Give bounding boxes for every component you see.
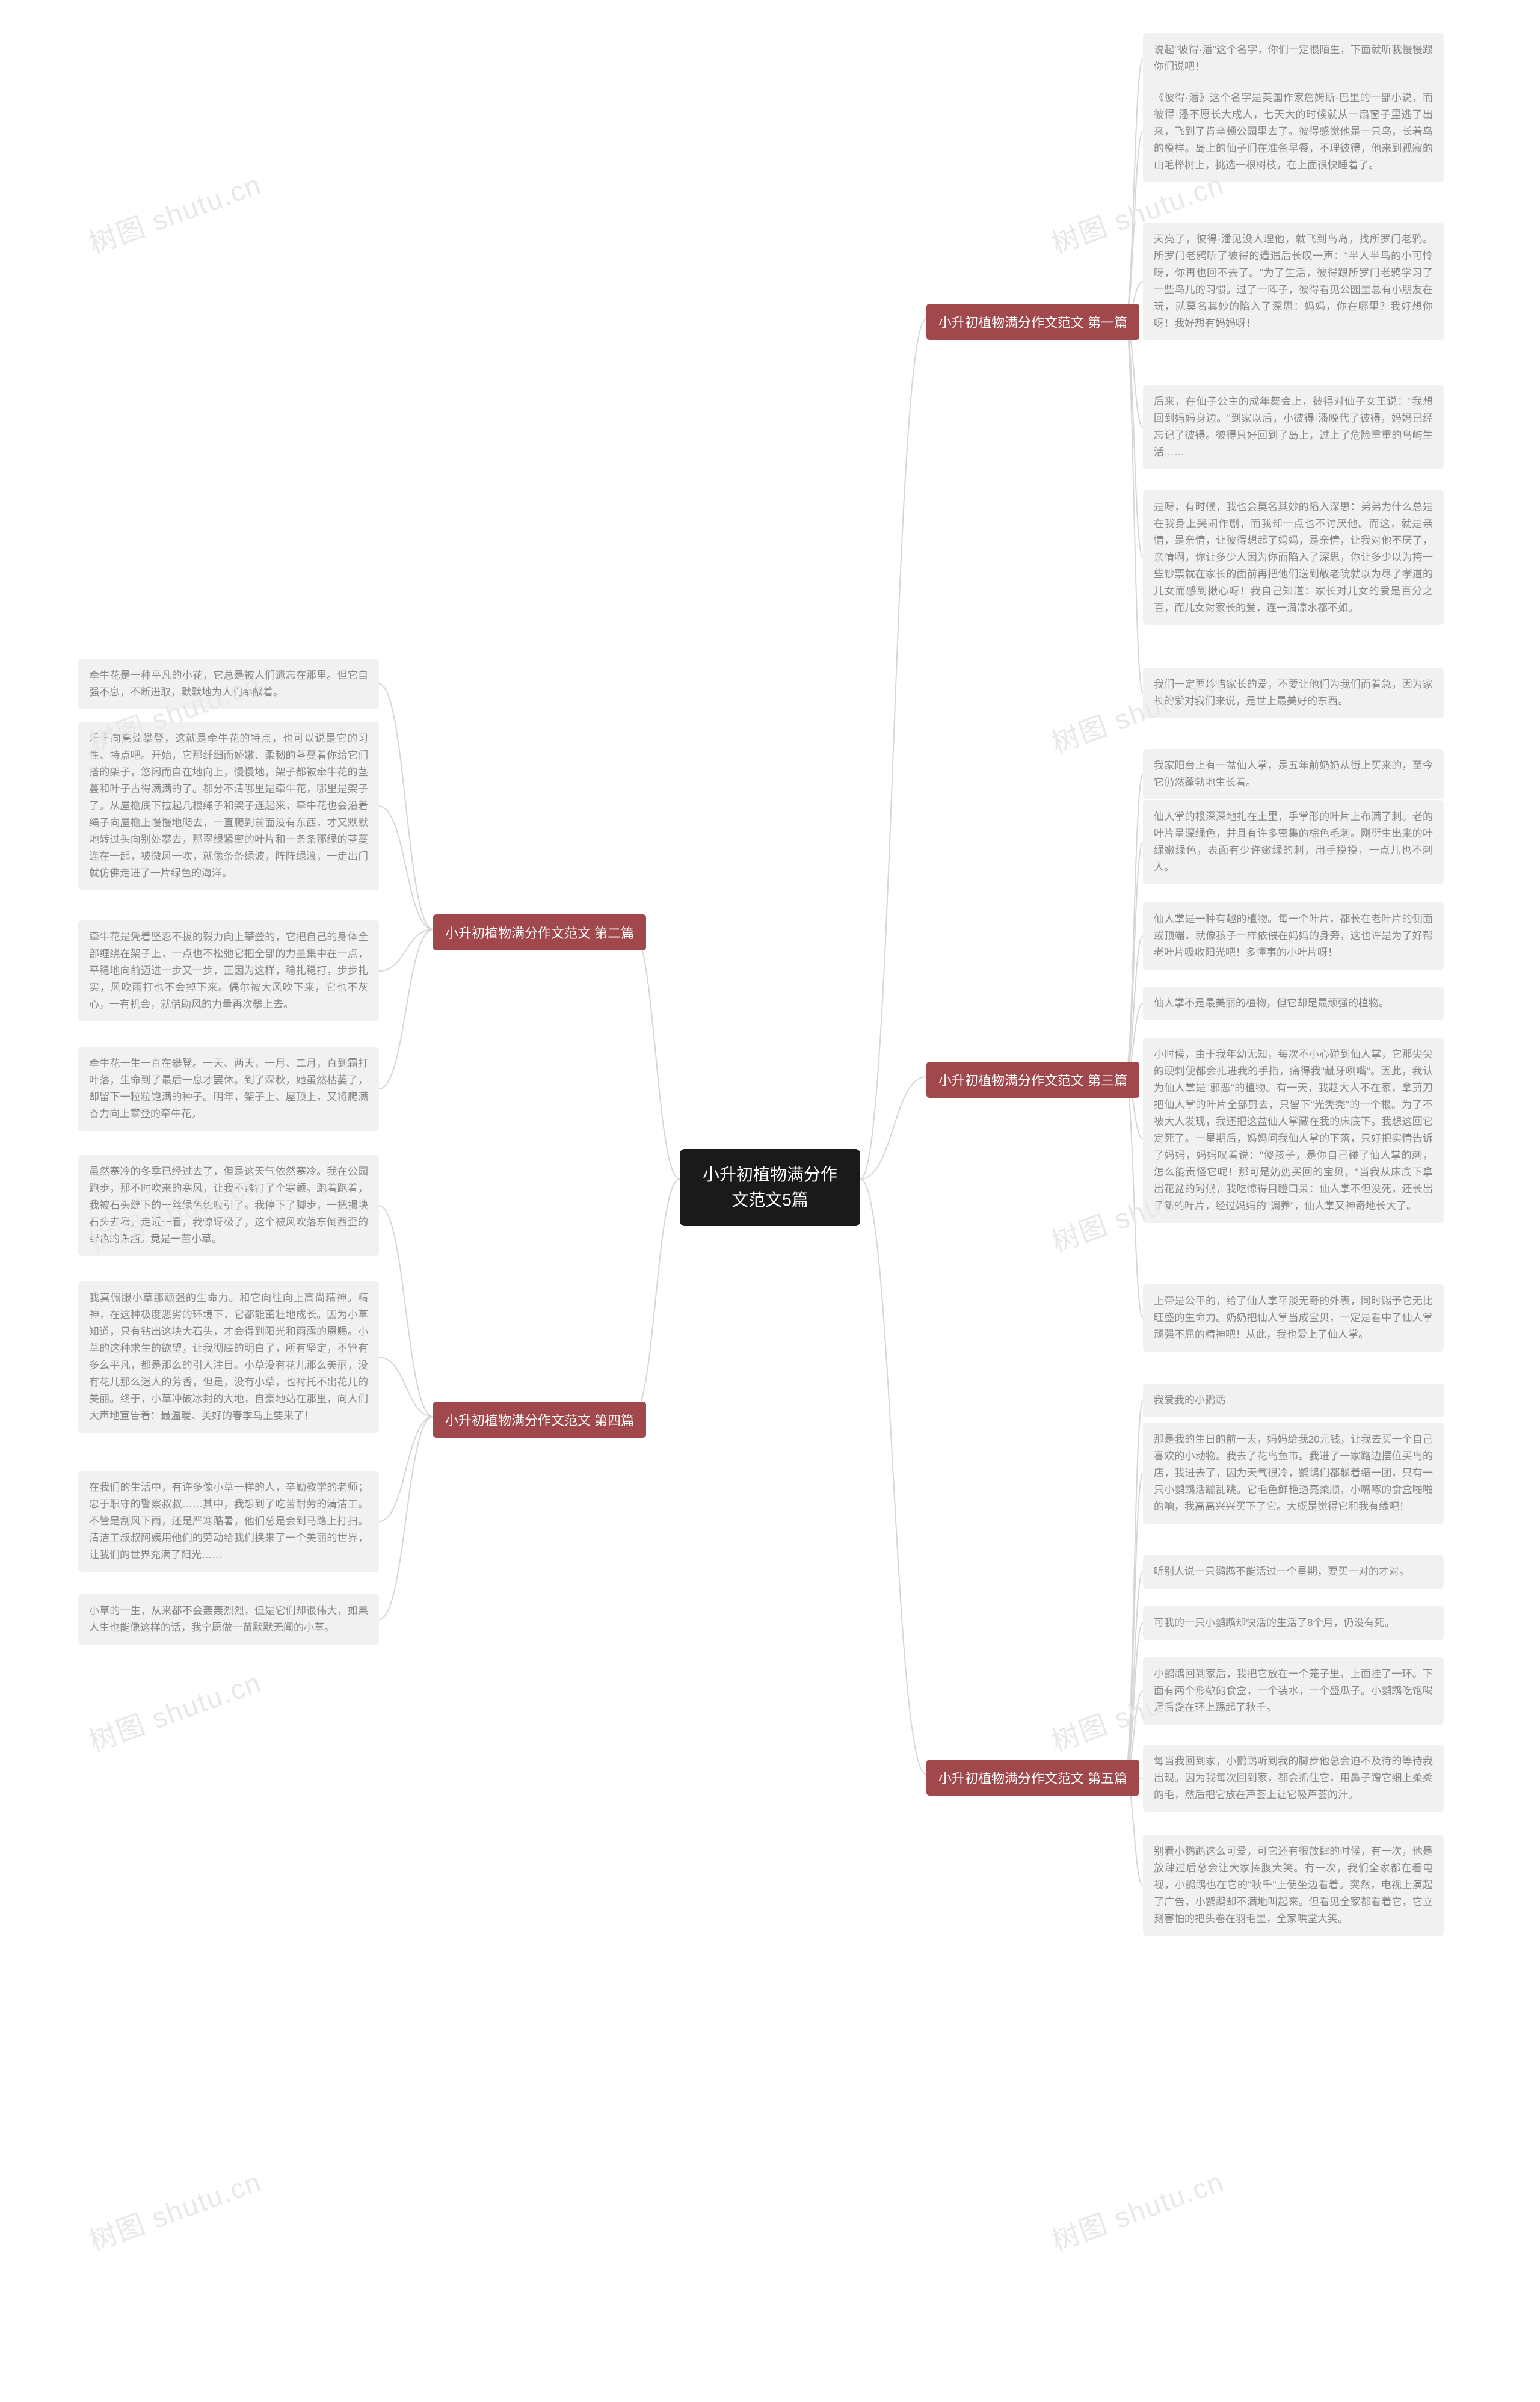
branch-node: 小升初植物满分作文范文 第四篇 — [433, 1402, 646, 1438]
leaf-node: 虽然寒冷的冬季已经过去了，但是这天气依然寒冷。我在公园跑步，那不时吹来的寒风，让… — [78, 1155, 379, 1256]
leaf-node: 可我的一只小鹦鹉却快活的生活了8个月，仍没有死。 — [1143, 1606, 1444, 1640]
leaf-node: 牵牛花一生一直在攀登。一天、两天，一月、二月，直到霜打叶落，生命到了最后一息才罢… — [78, 1047, 379, 1131]
leaf-node: 在我们的生活中，有许多像小草一样的人，辛勤教学的老师；忠于职守的警察叔叔……其中… — [78, 1471, 379, 1572]
leaf-node: 我爱我的小鹦鹉 — [1143, 1384, 1444, 1417]
leaf-node: 牵牛花是凭着坚忍不拔的毅力向上攀登的，它把自己的身体全部缠绕在架子上，一点也不松… — [78, 920, 379, 1021]
branch-node: 小升初植物满分作文范文 第五篇 — [926, 1760, 1139, 1796]
leaf-node: 是呀，有时候，我也会莫名其妙的陷入深思：弟弟为什么总是在我身上哭闹作剧，而我却一… — [1143, 490, 1444, 625]
leaf-node: 仙人掌是一种有趣的植物。每一个叶片，都长在老叶片的侧面或顶端，就像孩子一样依偎在… — [1143, 902, 1444, 970]
leaf-node: 上帝是公平的，给了仙人掌平淡无奇的外表，同时赐予它无比旺盛的生命力。奶奶把仙人掌… — [1143, 1284, 1444, 1352]
watermark: 树图 shutu.cn — [83, 2160, 266, 2259]
leaf-node: 仙人掌的根深深地扎在土里，手掌形的叶片上布满了刺。老的叶片呈深绿色，并且有许多密… — [1143, 800, 1444, 884]
watermark: 树图 shutu.cn — [83, 1661, 266, 1760]
leaf-node: 小时候，由于我年幼无知，每次不小心碰到仙人掌，它那尖尖的硬刺便都会扎进我的手指，… — [1143, 1038, 1444, 1223]
leaf-node: 小草的一生，从来都不会轰轰烈烈，但是它们却很伟大，如果人生也能像这样的话，我宁愿… — [78, 1594, 379, 1645]
leaf-node: 我真佩服小草那顽强的生命力。和它向往向上高尚精神。精神，在这种极度恶劣的环境下，… — [78, 1281, 379, 1433]
leaf-node: 小鹦鹉回到家后，我把它放在一个笼子里，上面挂了一环。下面有两个形敞的食盒，一个装… — [1143, 1657, 1444, 1725]
leaf-node: 说起"彼得·潘"这个名字，你们一定很陌生，下面就听我慢慢跟你们说吧！ — [1143, 33, 1444, 84]
leaf-node: 仙人掌不是最美丽的植物，但它却是最顽强的植物。 — [1143, 987, 1444, 1020]
leaf-node: 别看小鹦鹉这么可爱，可它还有很放肆的时候，有一次，他是放肆过后总会让大家捧腹大笑… — [1143, 1835, 1444, 1936]
leaf-node: 《彼得·潘》这个名字是英国作家詹姆斯·巴里的一部小说，而彼得·潘不愿长大成人，七… — [1143, 81, 1444, 182]
leaf-node: 天亮了，彼得·潘见没人理他，就飞到鸟岛，找所罗门老鸦。所罗门老鸦听了彼得的遭遇后… — [1143, 223, 1444, 340]
leaf-node: 乐于向高处攀登，这就是牵牛花的特点，也可以说是它的习性、特点吧。开始，它那纤细而… — [78, 722, 379, 890]
center-node-text: 小升初植物满分作文范文5篇 — [703, 1165, 837, 1209]
leaf-node: 我家阳台上有一盆仙人掌，是五年前奶奶从街上买来的，至今它仍然蓬勃地生长着。 — [1143, 749, 1444, 799]
leaf-node: 听别人说一只鹦鹉不能活过一个星期，要买一对的才对。 — [1143, 1555, 1444, 1589]
leaf-node: 每当我回到家，小鹦鹉听到我的脚步他总会迫不及待的等待我出现。因为我每次回到家，都… — [1143, 1745, 1444, 1812]
leaf-node: 后来，在仙子公主的成年舞会上，彼得对仙子女王说："我想回到妈妈身边。"到家以后，… — [1143, 385, 1444, 469]
leaf-node: 那是我的生日的前一天，妈妈给我20元钱，让我去买一个自己喜欢的小动物。我去了花鸟… — [1143, 1423, 1444, 1524]
branch-node: 小升初植物满分作文范文 第一篇 — [926, 304, 1139, 340]
leaf-node: 我们一定要珍惜家长的爱，不要让他们为我们而着急，因为家长的爱对我们来说，是世上最… — [1143, 668, 1444, 718]
branch-node: 小升初植物满分作文范文 第三篇 — [926, 1062, 1139, 1098]
branch-node: 小升初植物满分作文范文 第二篇 — [433, 914, 646, 950]
leaf-node: 牵牛花是一种平凡的小花，它总是被人们遗忘在那里。但它自强不息，不断进取，默默地为… — [78, 659, 379, 709]
watermark: 树图 shutu.cn — [1046, 2160, 1229, 2259]
watermark: 树图 shutu.cn — [83, 163, 266, 262]
center-node: 小升初植物满分作文范文5篇 — [680, 1149, 860, 1226]
